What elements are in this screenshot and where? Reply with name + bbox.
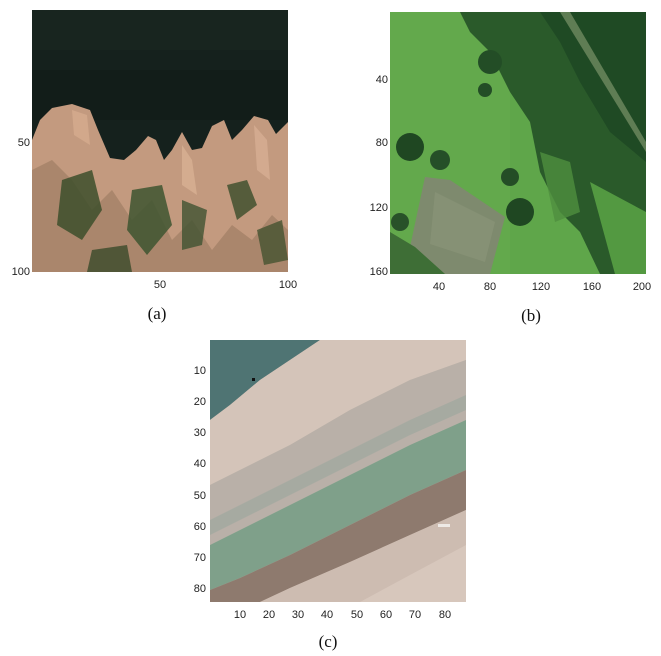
panel-a-xtick-100: 100 [278, 279, 298, 291]
panel-c-ytick-70: 70 [193, 552, 206, 564]
panel-a-ytick-50: 50 [17, 137, 30, 149]
panel-c-xtick-50: 50 [350, 609, 364, 621]
panel-c-xtick-40: 40 [320, 609, 334, 621]
panel-c-ytick-80: 80 [193, 583, 206, 595]
panel-c-xtick-20: 20 [262, 609, 276, 621]
panel-b-xtick-200: 200 [632, 281, 652, 293]
panel-b-ytick-80: 80 [375, 137, 388, 149]
panel-b-xtick-120: 120 [531, 281, 551, 293]
panel-c-ytick-50: 50 [193, 490, 206, 502]
panel-b-ytick-120: 120 [369, 202, 388, 214]
panel-c-xtick-60: 60 [379, 609, 393, 621]
panel-c: 10 20 30 40 50 60 70 80 10 20 30 40 50 6… [150, 330, 490, 656]
panel-b-ytick-40: 40 [375, 74, 388, 86]
panel-a: 50 100 50 100 (a) [0, 0, 330, 330]
panel-b: 40 80 120 160 40 80 120 160 200 (b) [330, 0, 661, 330]
panel-b-xtick-80: 80 [483, 281, 497, 293]
panel-b-xtick-160: 160 [582, 281, 602, 293]
panel-c-ytick-10: 10 [193, 365, 206, 377]
panel-b-xtick-40: 40 [432, 281, 446, 293]
panel-a-caption: (a) [147, 304, 167, 323]
panel-b-caption: (b) [521, 306, 541, 325]
panel-c-xtick-30: 30 [291, 609, 305, 621]
panel-c-image [210, 340, 466, 602]
panel-a-image [32, 10, 288, 272]
panel-c-xtick-80: 80 [438, 609, 452, 621]
panel-c-ytick-60: 60 [193, 521, 206, 533]
panel-c-ytick-40: 40 [193, 458, 206, 470]
panel-a-ytick-100: 100 [11, 266, 30, 278]
panel-c-xtick-70: 70 [408, 609, 422, 621]
panel-c-caption: (c) [318, 632, 338, 651]
panel-c-xtick-10: 10 [233, 609, 247, 621]
panel-a-xtick-50: 50 [153, 279, 167, 291]
panel-b-ytick-160: 160 [369, 266, 388, 278]
panel-b-image [390, 12, 646, 274]
panel-c-ytick-20: 20 [193, 396, 206, 408]
panel-c-ytick-30: 30 [193, 427, 206, 439]
